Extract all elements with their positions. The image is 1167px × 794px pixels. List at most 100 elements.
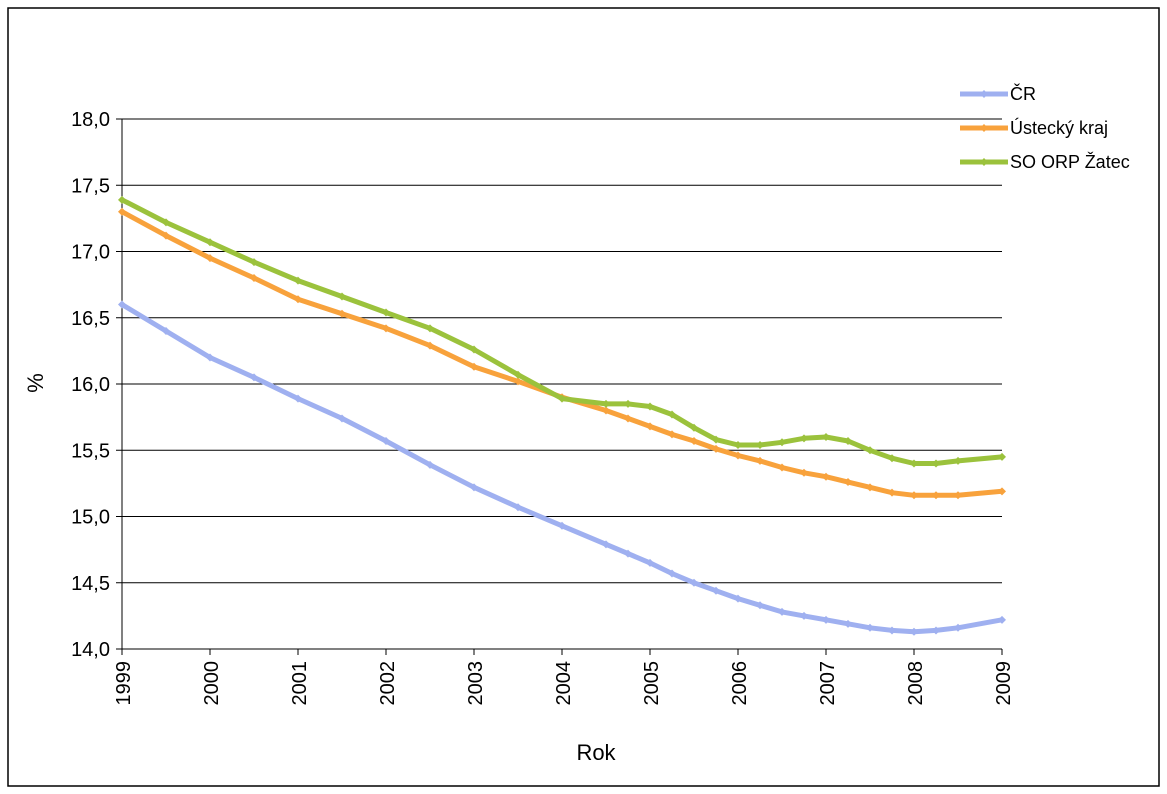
series-point <box>844 436 852 445</box>
series-point <box>866 623 874 632</box>
series-point <box>756 456 764 465</box>
series-point <box>712 435 720 444</box>
series-point <box>426 460 434 469</box>
series-point <box>756 440 764 449</box>
series-point <box>294 394 302 403</box>
series-point <box>206 238 214 247</box>
y-tick-label: 15,5 <box>71 440 110 462</box>
axes <box>116 118 1003 655</box>
series-point <box>800 611 808 620</box>
series-point <box>206 353 214 362</box>
series-point <box>910 459 918 468</box>
x-tick-label: 2004 <box>553 661 575 706</box>
series-point <box>338 292 346 301</box>
series-point <box>624 399 632 408</box>
series-point <box>206 254 214 263</box>
series-point <box>162 231 170 240</box>
x-tick-label: 1999 <box>113 661 135 706</box>
series-point <box>514 503 522 512</box>
series-point <box>118 300 126 309</box>
series-point <box>844 478 852 487</box>
legend-marker <box>980 158 988 166</box>
series-point <box>778 463 786 472</box>
series-point <box>668 430 676 439</box>
series-point <box>382 308 390 317</box>
series-point <box>118 207 126 216</box>
series-point <box>822 472 830 481</box>
series-point <box>338 309 346 318</box>
y-tick-label: 14,5 <box>71 573 110 595</box>
series-point <box>954 491 962 500</box>
series-point <box>602 540 610 549</box>
series-point <box>932 626 940 635</box>
series-point <box>690 578 698 587</box>
series-point <box>624 549 632 558</box>
series-point <box>668 569 676 578</box>
series-point <box>294 276 302 285</box>
series-point <box>294 295 302 304</box>
series-point <box>756 601 764 610</box>
series-point <box>734 594 742 603</box>
series-point <box>932 459 940 468</box>
x-tick-label: 2008 <box>905 661 927 706</box>
series-point <box>558 521 566 530</box>
y-tick-label: 14,0 <box>71 639 110 661</box>
series-point <box>954 456 962 465</box>
legend-marker <box>980 124 988 132</box>
series-point <box>118 195 126 204</box>
series-point <box>888 626 896 635</box>
series-point <box>162 327 170 335</box>
legend-marker <box>980 90 988 98</box>
x-tick-label: 2000 <box>201 661 223 706</box>
series-point <box>888 454 896 463</box>
y-tick-label: 15,0 <box>71 507 110 529</box>
legend-label: Ústecký kraj <box>1010 117 1108 138</box>
series-point <box>426 324 434 333</box>
series-point <box>668 410 676 419</box>
series-point <box>426 341 434 350</box>
x-tick-label: 2009 <box>993 661 1015 706</box>
series-point <box>646 558 654 567</box>
y-tick-labels: 14,0 14,5 15,0 15,5 16,0 16,5 17,0 17,5 18,0 <box>71 109 110 661</box>
series-point <box>998 452 1006 461</box>
series-point <box>910 491 918 500</box>
series-point <box>690 423 698 432</box>
y-axis-title: % <box>23 373 48 393</box>
series-point <box>514 370 522 379</box>
series-point <box>602 406 610 415</box>
series-point <box>800 434 808 443</box>
series-point <box>250 274 258 282</box>
y-tick-label: 16,0 <box>71 374 110 396</box>
series-point <box>734 451 742 460</box>
series-point <box>558 394 566 403</box>
y-tick-label: 17,0 <box>71 242 110 264</box>
series-point <box>382 324 390 333</box>
series-point <box>470 345 478 354</box>
y-tick-label: 17,5 <box>71 175 110 197</box>
series-point <box>822 433 830 441</box>
x-tick-label: 2001 <box>289 661 311 706</box>
series-point <box>470 483 478 492</box>
series-point <box>888 488 896 497</box>
series-point <box>690 436 698 445</box>
series-point <box>602 399 610 408</box>
series-point <box>250 373 258 382</box>
x-tick-label: 2003 <box>465 661 487 706</box>
x-tick-labels: 1999 2000 2001 2002 2003 2004 2005 2006 2007 2008… <box>113 661 1015 706</box>
series-point <box>382 436 390 445</box>
y-tick-label: 18,0 <box>71 109 110 131</box>
series-point <box>338 414 346 423</box>
series-point <box>998 615 1006 624</box>
legend-label: ČR <box>1010 83 1036 104</box>
series-point <box>800 468 808 477</box>
series-point <box>778 438 786 447</box>
x-tick-label: 2002 <box>377 661 399 706</box>
x-axis-title: Rok <box>576 740 616 765</box>
series-point <box>514 377 522 386</box>
series-point <box>910 627 918 636</box>
series-point <box>624 414 632 423</box>
series-point <box>954 623 962 632</box>
x-tick-label: 2006 <box>729 661 751 706</box>
series-point <box>866 446 874 455</box>
